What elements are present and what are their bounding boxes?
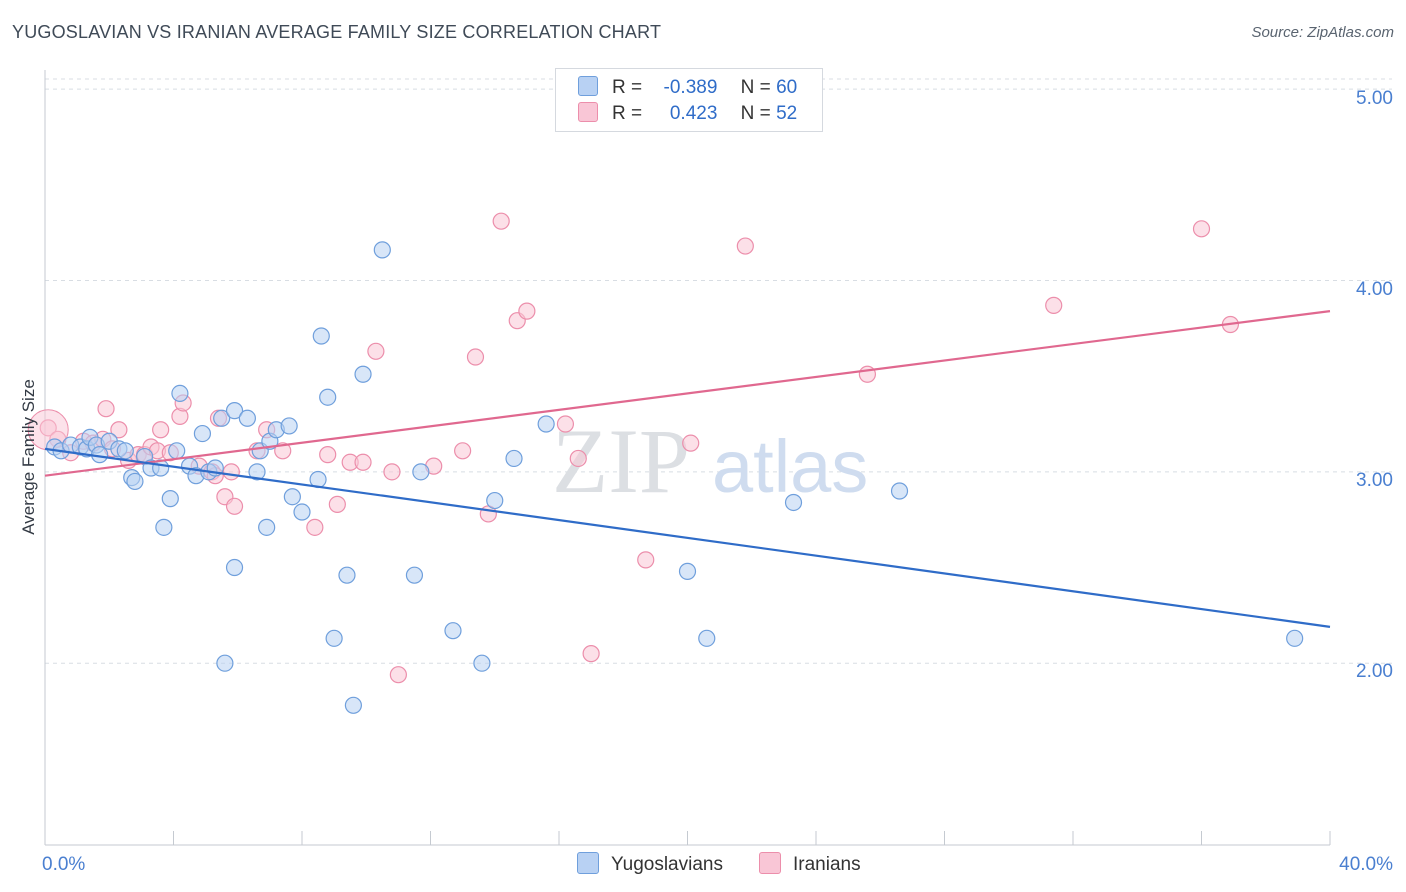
series-legend: Yugoslavians Iranians <box>0 852 1406 878</box>
yugoslavians-point <box>161 490 179 508</box>
iranians-point <box>1045 296 1063 314</box>
iranians-point <box>222 463 240 481</box>
trend-lines <box>44 310 1331 628</box>
yugoslavians-point <box>216 654 234 672</box>
yugoslavians-point <box>193 424 212 443</box>
yugoslavians-point <box>312 327 330 345</box>
yugoslavians-point <box>505 449 523 468</box>
iranians-point <box>319 446 337 464</box>
series-legend-yugoslavians: Yugoslavians <box>577 852 723 876</box>
yugoslavians-point <box>678 562 697 580</box>
yugoslavians-swatch <box>578 76 598 96</box>
iranians-point <box>110 421 128 439</box>
chart-source: Source: ZipAtlas.com <box>1251 24 1394 41</box>
tick-labels: 5.00 4.00 3.00 2.00 0.0% 40.0% <box>42 88 1393 875</box>
yugoslavians-point <box>126 472 144 491</box>
yugoslavians-point <box>258 518 276 536</box>
iranians-point <box>466 348 485 366</box>
yugoslavians-point <box>248 463 266 481</box>
iranians-point <box>518 302 536 320</box>
yugoslavians-point <box>412 463 430 481</box>
yugoslavians-point <box>168 442 186 460</box>
x-tick-label-start: 0.0% <box>42 854 85 875</box>
iranians-point <box>492 212 510 230</box>
iranians-point <box>454 442 472 460</box>
yugoslavians-point <box>225 558 244 577</box>
y-axis-title: Average Family Size <box>19 379 38 535</box>
yugoslavians-point <box>238 409 256 427</box>
iranians-trend-line <box>44 310 1331 477</box>
chart-title: YUGOSLAVIAN VS IRANIAN AVERAGE FAMILY SI… <box>12 22 662 42</box>
iranians-point <box>306 518 324 536</box>
watermark: ZIP atlas <box>552 410 868 512</box>
iranians-swatch <box>759 852 781 874</box>
grid-layer <box>45 78 1392 664</box>
legend-row-iranians: R = 0.423 N = 52 <box>578 102 797 128</box>
yugoslavians-point <box>293 503 311 521</box>
yugoslavians-point <box>171 384 189 402</box>
yugoslavians-point <box>784 493 803 512</box>
legend-row-yugoslavians: R = -0.389 N = 60 <box>578 76 797 102</box>
n-value: 52 <box>776 103 798 124</box>
y-tick-label: 2.00 <box>1356 661 1393 682</box>
yugoslavians-point <box>155 518 173 536</box>
yugoslavians-point <box>1286 629 1304 647</box>
yugoslavians-point <box>405 566 424 584</box>
iranians-swatch <box>578 102 598 122</box>
series-legend-iranians: Iranians <box>759 852 861 876</box>
yugoslavians-point <box>338 566 356 584</box>
iranians-point <box>682 434 700 452</box>
iranians-point <box>569 449 587 468</box>
iranians-point <box>637 551 655 569</box>
iranians-point <box>328 495 346 513</box>
correlation-legend: R = -0.389 N = 60 R = 0.423 N = 52 <box>555 68 823 132</box>
yugoslavians-point <box>344 696 362 714</box>
yugoslavians-point <box>473 654 491 672</box>
iranians-point <box>97 400 115 418</box>
yugoslavians-point <box>325 629 343 647</box>
yugoslavians-point <box>283 488 301 506</box>
yugoslavians-point <box>354 365 372 383</box>
iranians-point <box>582 645 600 663</box>
r-label: R = <box>612 103 643 124</box>
x-tick-label-end: 40.0% <box>1339 854 1393 875</box>
yugoslavians-point <box>373 241 391 259</box>
r-label: R = <box>612 77 643 98</box>
series-legend-label: Yugoslavians <box>611 854 723 875</box>
yugoslavians-points <box>46 241 1304 714</box>
yugoslavians-point <box>890 482 909 500</box>
yugoslavians-point <box>537 415 555 433</box>
iranians-point <box>367 342 385 360</box>
r-value: 0.423 <box>669 103 718 124</box>
yugoslavians-point <box>444 622 462 640</box>
yugoslavians-point <box>225 402 244 420</box>
n-value: 60 <box>776 77 798 98</box>
yugoslavians-point <box>486 491 504 510</box>
yugoslavians-point <box>213 409 231 427</box>
r-value: -0.389 <box>663 77 718 98</box>
yugoslavians-point <box>116 442 134 460</box>
axis-layer <box>44 70 1331 846</box>
n-label: N = <box>740 103 771 124</box>
iranians-point <box>389 666 407 684</box>
iranians-point <box>152 421 170 439</box>
watermark-atlas: atlas <box>712 425 868 508</box>
iranians-point <box>736 237 754 255</box>
iranians-point <box>1192 220 1211 238</box>
y-tick-label: 3.00 <box>1356 470 1393 491</box>
y-tick-label: 5.00 <box>1356 88 1393 109</box>
yugoslavians-point <box>698 629 716 647</box>
yugoslavians-trend-line <box>44 447 1331 628</box>
iranians-point <box>225 497 244 515</box>
series-legend-label: Iranians <box>793 854 861 875</box>
yugoslavians-point <box>280 417 298 435</box>
y-tick-label: 4.00 <box>1356 279 1393 300</box>
iranians-point <box>556 415 575 433</box>
iranians-point <box>354 453 372 471</box>
yugoslavians-swatch <box>577 852 599 874</box>
iranians-point <box>383 463 401 481</box>
n-label: N = <box>740 77 771 98</box>
yugoslavians-point <box>319 388 337 406</box>
